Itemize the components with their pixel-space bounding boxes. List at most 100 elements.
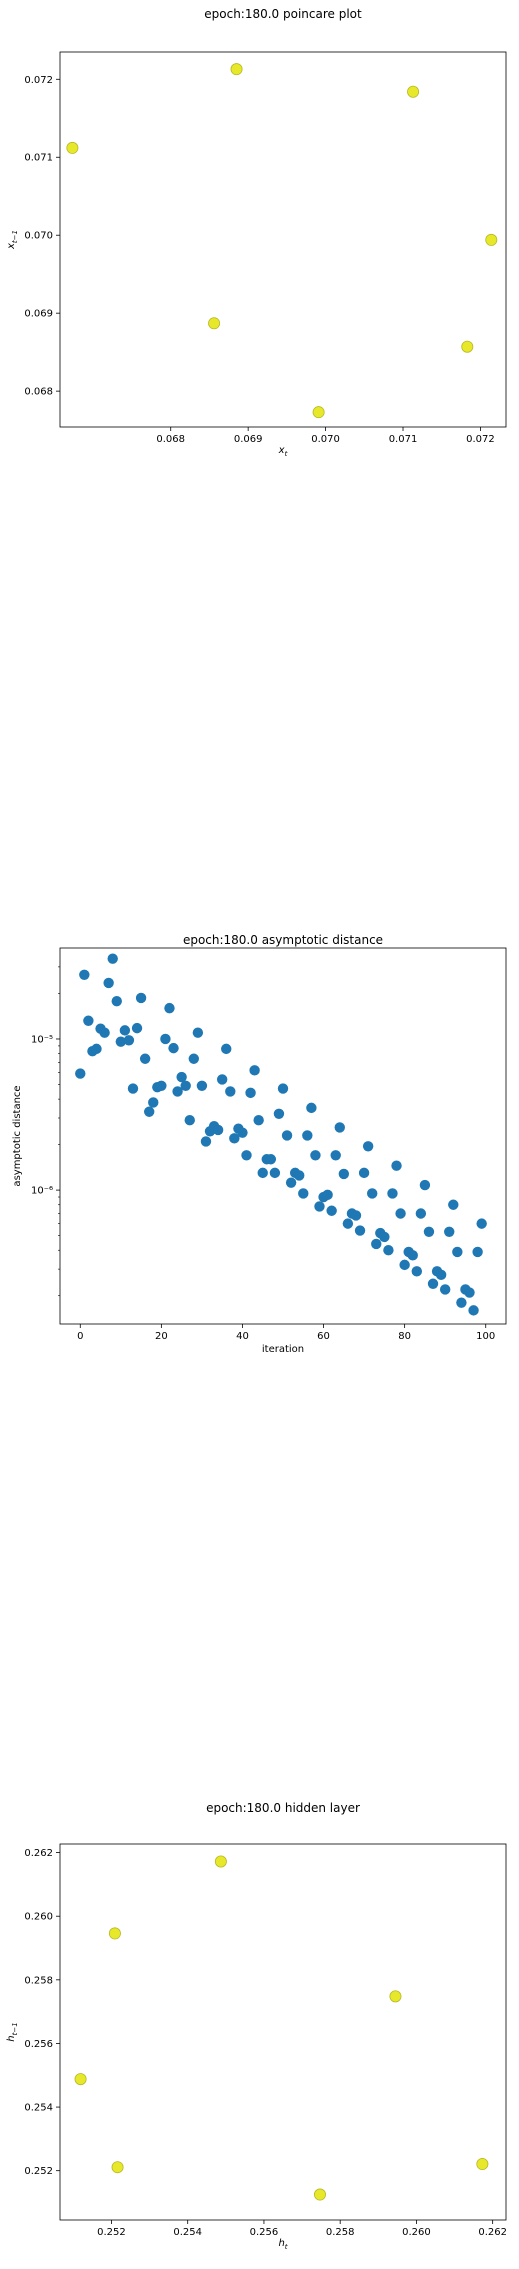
data-point [111, 995, 122, 1007]
poincare-plot-chart: epoch:180.0 poincare plot 0.068 0.069 0.070… [6, 7, 507, 458]
data-point [216, 1074, 228, 1085]
data-point [148, 1097, 159, 1108]
data-point [160, 1033, 171, 1045]
y-tick-label: 0.256 [24, 2039, 53, 2050]
x-tick-label: 0.252 [97, 2227, 126, 2238]
data-point [241, 1150, 252, 1161]
data-point [91, 1043, 102, 1055]
data-point [144, 1106, 155, 1117]
data-point [66, 141, 79, 154]
data-point [221, 1043, 232, 1055]
data-point [371, 1238, 382, 1250]
x-tick-label: 0.072 [466, 434, 495, 445]
data-point [245, 1087, 256, 1099]
data-point [306, 1102, 317, 1114]
data-point [253, 1115, 264, 1126]
data-point [362, 1141, 374, 1152]
data-point [485, 233, 498, 246]
data-point [314, 1201, 325, 1212]
data-point [131, 1022, 143, 1034]
plot-frame [59, 947, 507, 1325]
plot-frame [59, 1843, 507, 2221]
data-point [107, 953, 118, 964]
x-tick-label: 0.256 [250, 2227, 279, 2238]
data-point [448, 1199, 459, 1210]
data-point [395, 1208, 406, 1219]
data-point [322, 1189, 333, 1201]
data-point [115, 1036, 127, 1047]
data-point [427, 1278, 439, 1289]
data-point [298, 1188, 309, 1199]
data-point [269, 1167, 281, 1179]
x-tick-label: 0.071 [389, 434, 418, 445]
data-point [123, 1035, 135, 1046]
chart-title: epoch:180.0 hidden layer [206, 1801, 360, 1815]
data-point [74, 2073, 87, 2086]
data-point [342, 1218, 354, 1229]
x-axis-label: xt [278, 445, 288, 458]
data-point [111, 2161, 124, 2174]
x-tick-label: 0.262 [478, 2227, 507, 2238]
data-point [127, 1083, 139, 1094]
data-point [391, 1160, 402, 1171]
y-tick-label: 0.070 [24, 231, 53, 242]
data-point [79, 969, 90, 980]
hidden-layer-chart: epoch:180.0 hidden layer 0.252 0.254 0.256 0… [6, 1801, 507, 2251]
x-axis-label: ht [278, 2238, 287, 2251]
data-point [108, 1927, 121, 1940]
y-tick-label: 0.254 [24, 2103, 53, 2114]
data-point [358, 1167, 370, 1179]
data-point [103, 977, 114, 989]
data-point [99, 1027, 110, 1038]
y-tick-label: 0.260 [24, 1912, 53, 1923]
y-tick-label: 0.258 [24, 1975, 53, 1986]
x-tick-label: 80 [398, 1331, 411, 1342]
x-tick-label: 40 [236, 1331, 249, 1342]
data-point [411, 1266, 422, 1277]
data-point [452, 1246, 463, 1258]
data-point [188, 1053, 199, 1064]
data-point [387, 1188, 398, 1199]
y-tick-label: 0.262 [24, 1848, 53, 1859]
y-tick-label: 0.069 [24, 309, 53, 320]
data-point [168, 1042, 179, 1054]
y-tick-label: 0.071 [24, 153, 53, 164]
y-tick-label: 10⁻⁶ [31, 1186, 53, 1197]
plot-frame [59, 51, 507, 428]
x-tick-label: 60 [317, 1331, 330, 1342]
data-point [456, 1297, 467, 1308]
data-point [273, 1108, 285, 1119]
data-point [379, 1231, 390, 1243]
data-point [212, 1124, 224, 1136]
data-point [265, 1154, 277, 1165]
y-tick-label: 0.252 [24, 2166, 53, 2177]
y-tick-label: 10⁻⁵ [31, 1034, 53, 1045]
data-point [310, 1150, 321, 1161]
data-point [135, 992, 147, 1004]
data-point [330, 1150, 341, 1161]
data-point [83, 1015, 94, 1026]
y-axis-label: ht−1 [6, 2022, 19, 2041]
data-point [407, 85, 420, 98]
data-point [257, 1167, 268, 1179]
x-tick-label: 0 [77, 1331, 83, 1342]
data-point [313, 2188, 326, 2201]
data-point [338, 1168, 350, 1180]
data-point [476, 2158, 489, 2171]
data-point [389, 1990, 402, 2003]
data-point [350, 1210, 362, 1221]
data-point [472, 1246, 483, 1258]
data-point [464, 1287, 475, 1298]
x-tick-label: 0.068 [156, 434, 185, 445]
data-point [192, 1027, 204, 1038]
x-tick-label: 100 [476, 1331, 495, 1342]
data-point [139, 1053, 151, 1064]
data-point [419, 1179, 431, 1191]
data-point [312, 406, 325, 419]
data-point [415, 1208, 427, 1219]
data-point [294, 1170, 305, 1181]
data-point [196, 1080, 208, 1091]
data-point [334, 1122, 345, 1133]
y-axis-label: asymptotic distance [12, 1085, 23, 1186]
